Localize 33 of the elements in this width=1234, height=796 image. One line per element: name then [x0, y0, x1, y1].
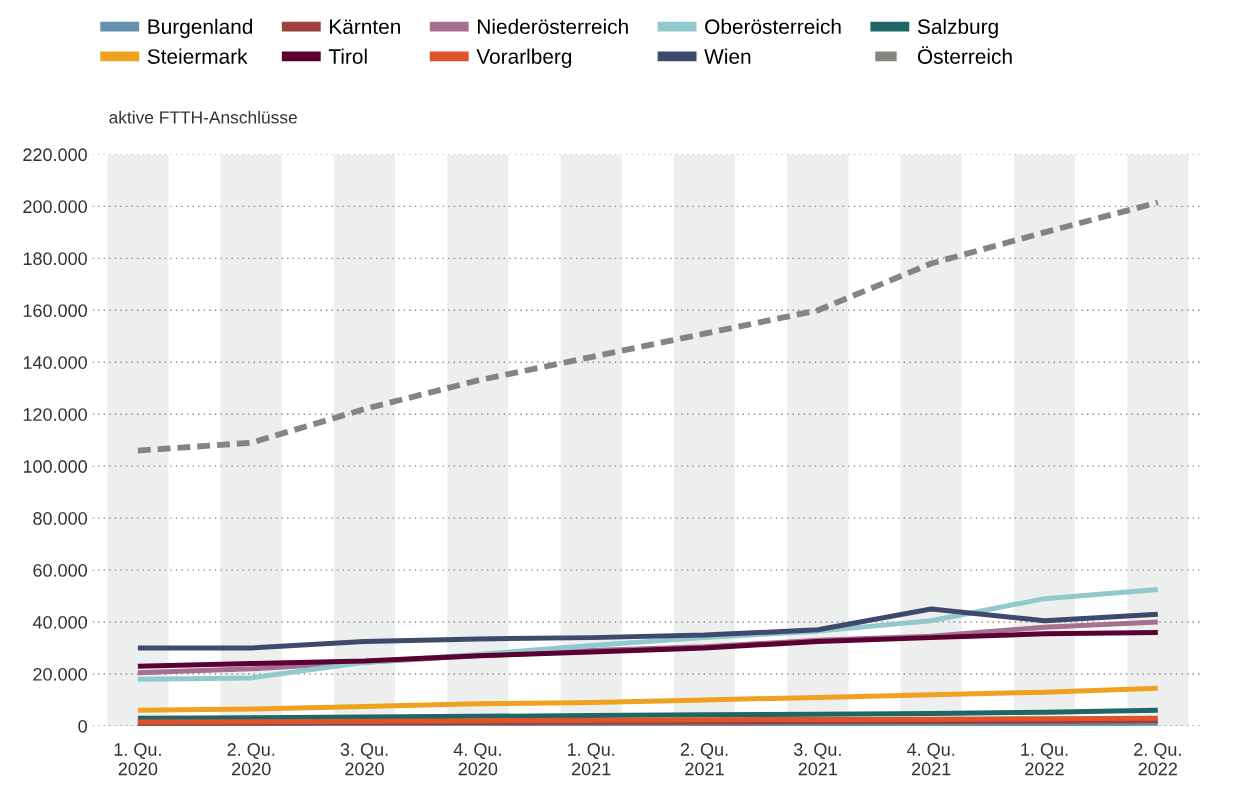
legend-label: Kärnten	[330, 19, 400, 35]
y-tick-label: 200.000	[23, 200, 87, 214]
legend-label: Wien	[704, 48, 751, 64]
legend-label: Tirol	[328, 48, 367, 64]
x-tick-label: 3. Qu. 2021	[793, 743, 841, 776]
y-tick-label: 60.000	[33, 564, 87, 577]
y-tick-label: 20.000	[33, 667, 87, 681]
legend-label: Burgenland	[148, 18, 253, 39]
x-tick-label: 4. Qu. 2020	[453, 743, 501, 776]
legend-label: Oberösterreich	[705, 18, 841, 35]
legend-label: Vorarlberg	[476, 48, 572, 69]
y-tick-label: 140.000	[23, 356, 87, 369]
legend-label: Steiermark	[147, 48, 248, 64]
x-tick-label: 2. Qu. 2021	[680, 743, 728, 776]
y-axis-title: aktive FTTH-Anschlüsse	[109, 110, 297, 124]
x-tick-label: 3. Qu. 2020	[340, 743, 388, 776]
legend-label: Niederösterreich	[478, 18, 628, 35]
y-tick-label: 120.000	[23, 408, 87, 421]
y-tick-label: 80.000	[33, 512, 87, 525]
y-tick-label: 40.000	[32, 615, 87, 629]
legend-label: Österreich	[917, 46, 1012, 64]
x-tick-label: 1. Qu. 2022	[1021, 743, 1068, 776]
y-tick-label: 160.000	[23, 304, 87, 318]
x-tick-label: 1. Qu. 2021	[567, 743, 615, 776]
x-tick-label: 2. Qu. 2020	[227, 743, 275, 776]
y-tick-label: 0	[78, 719, 87, 733]
y-tick-label: 100.000	[23, 460, 87, 473]
legend-label: Salzburg	[917, 18, 998, 39]
x-tick-label: 2. Qu. 2022	[1134, 743, 1181, 776]
x-tick-label: 4. Qu. 2021	[906, 743, 955, 776]
x-tick-label: 1. Qu. 2020	[114, 743, 161, 776]
y-tick-label: 220.000	[23, 148, 87, 162]
y-tick-label: 180.000	[23, 252, 87, 266]
